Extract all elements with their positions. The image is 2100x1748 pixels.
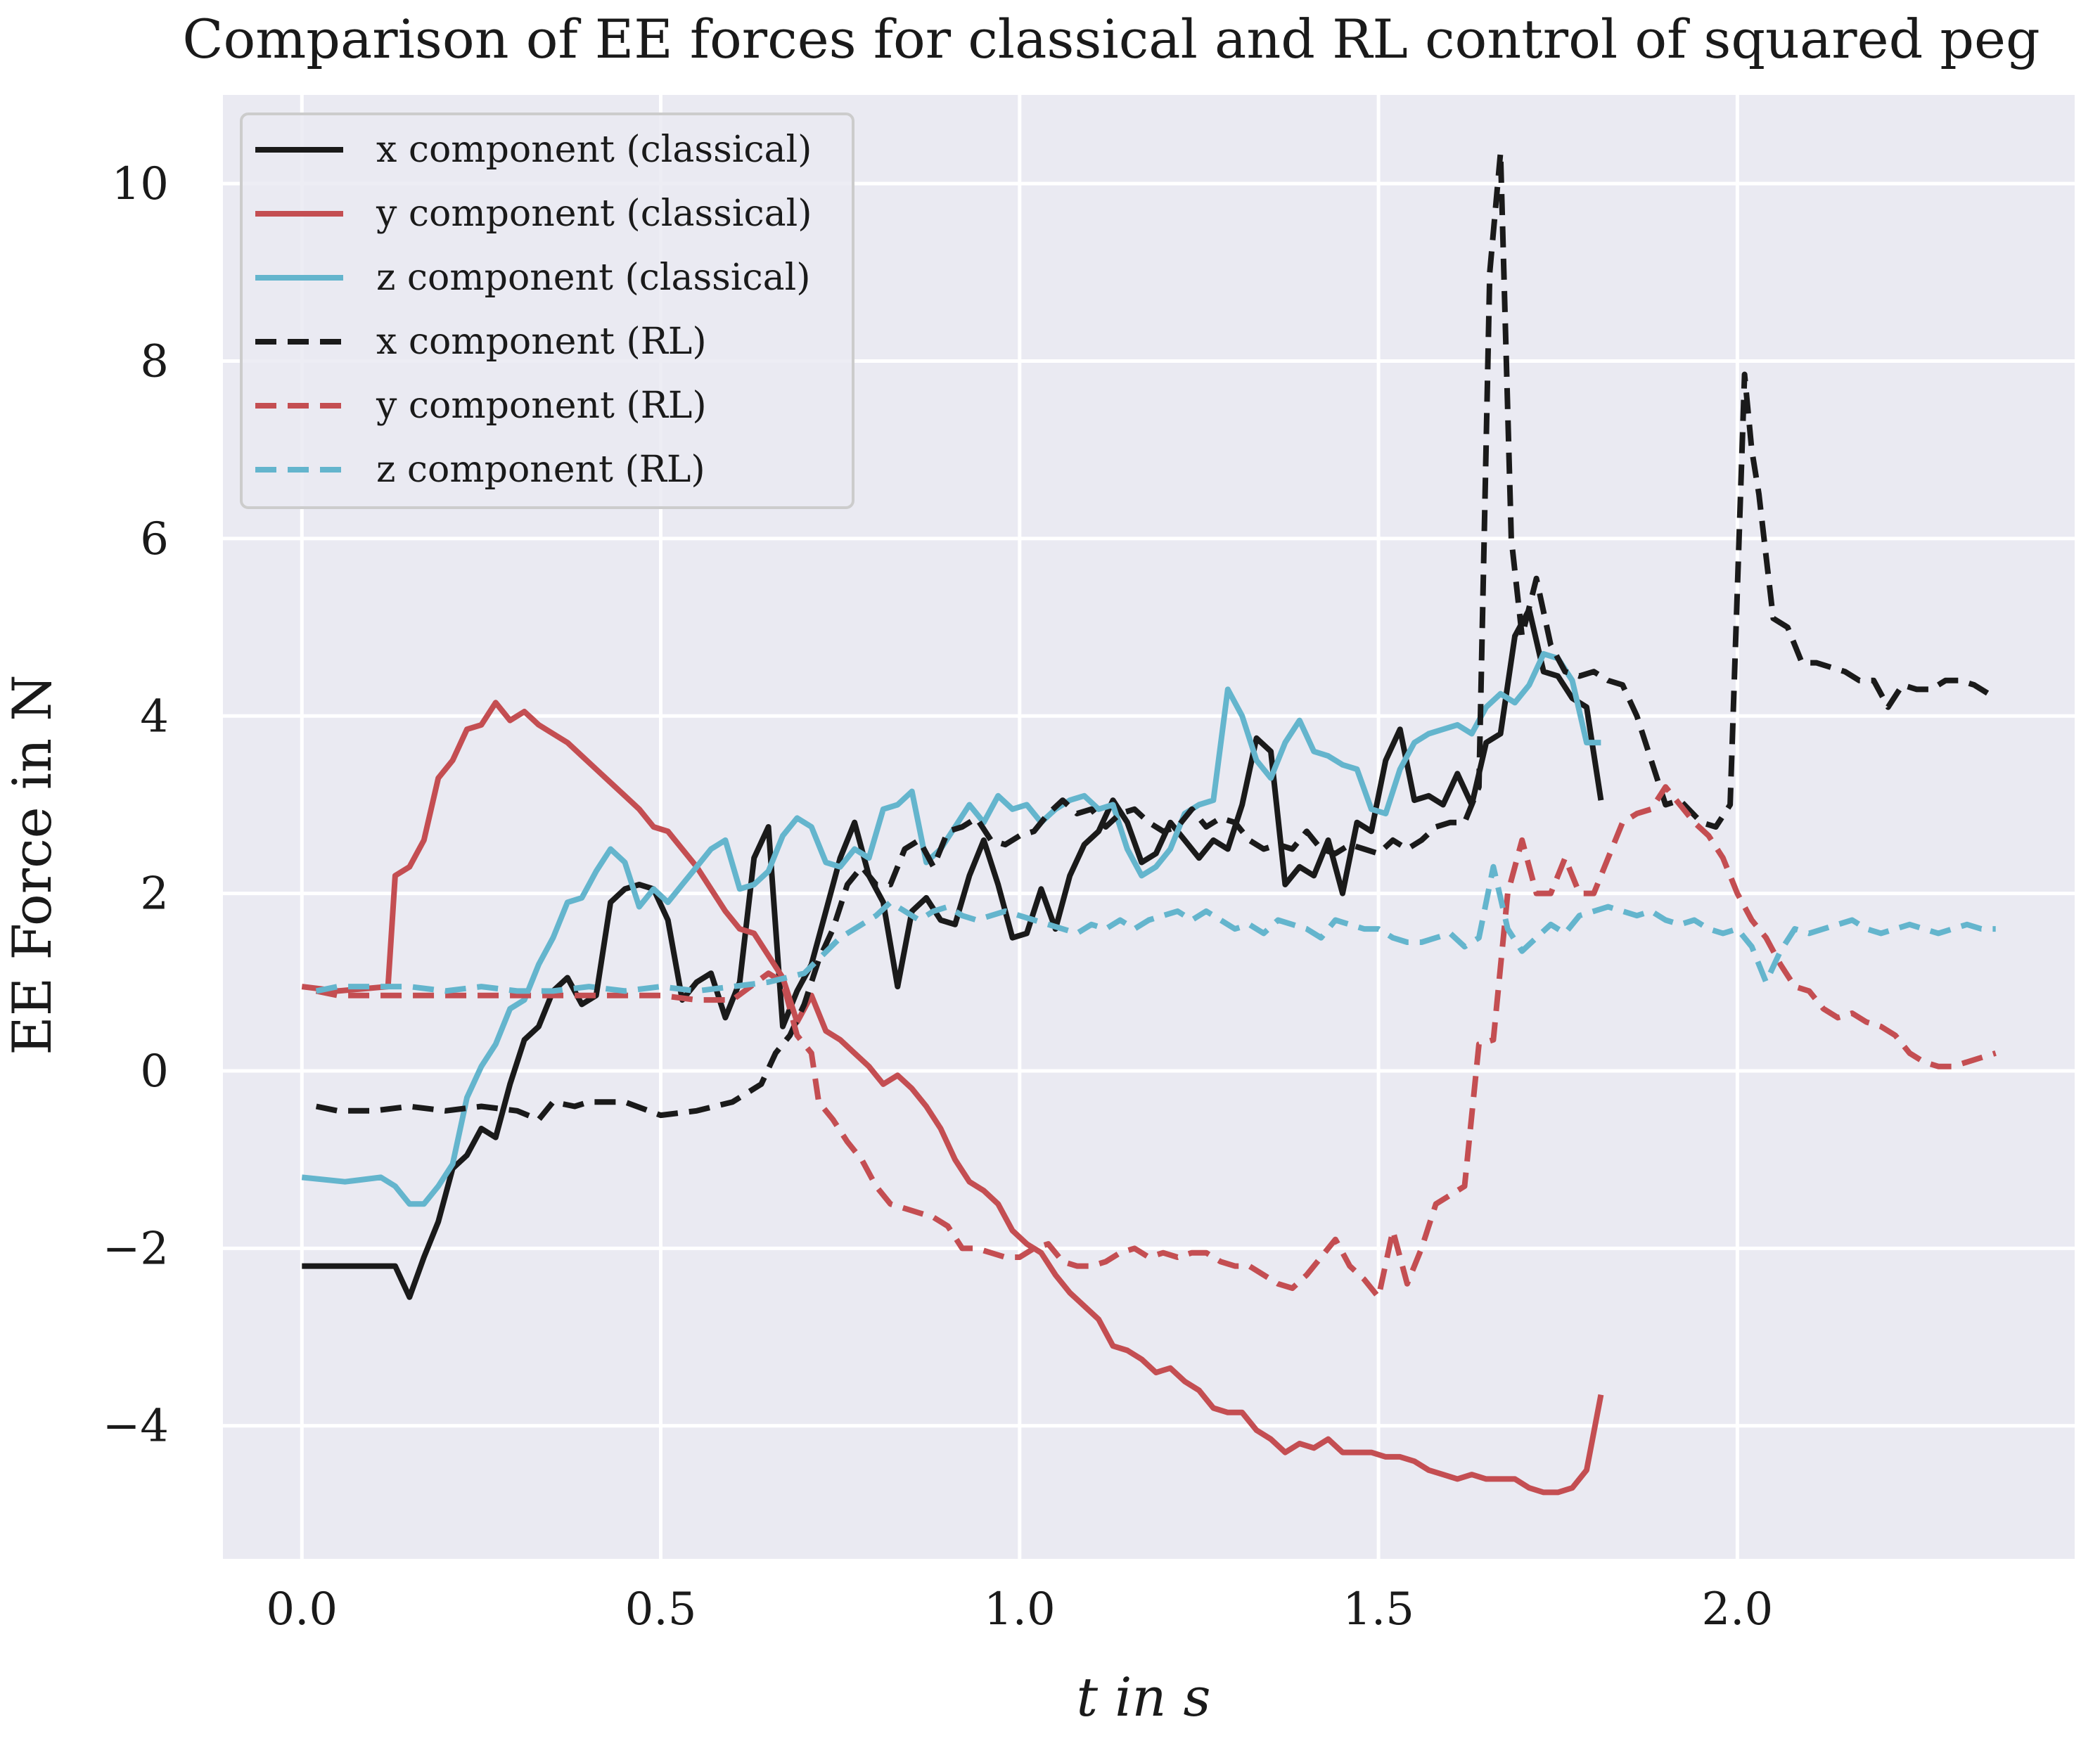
- legend-label-2: y component (classical): [376, 193, 812, 235]
- legend-label-6: z component (RL): [376, 449, 705, 491]
- y-tick-label: 6: [140, 513, 169, 565]
- y-tick-label: 8: [140, 336, 169, 388]
- x-tick-label: 2.0: [1701, 1583, 1773, 1635]
- chart-title: Comparison of EE forces for classical an…: [182, 8, 2040, 70]
- legend-label-4: x component (RL): [376, 321, 707, 363]
- x-tick-label: 1.5: [1343, 1583, 1414, 1635]
- y-axis-label: EE Force in N: [1, 674, 63, 1055]
- series-line-5: [315, 784, 1997, 1300]
- series-line-4: [315, 150, 1997, 1123]
- legend-label-3: z component (classical): [376, 257, 811, 299]
- x-tick-label: 0.5: [625, 1583, 697, 1635]
- legend-box: [240, 113, 854, 509]
- y-tick-label: 0: [140, 1046, 169, 1098]
- x-axis-label: t in s: [1076, 1666, 1210, 1728]
- y-tick-label: 10: [112, 158, 169, 210]
- y-tick-label: 2: [140, 868, 169, 920]
- x-tick-label: 1.0: [984, 1583, 1056, 1635]
- series-line-3: [301, 650, 1601, 1207]
- y-tick-label: −2: [103, 1223, 169, 1275]
- legend-label-5: y component (RL): [376, 385, 707, 427]
- x-tick-label: 0.0: [266, 1583, 338, 1635]
- y-tick-label: −4: [103, 1401, 169, 1453]
- series-line-2: [301, 700, 1604, 1496]
- legend-label-1: x component (classical): [376, 129, 812, 171]
- series-line-6: [315, 863, 1996, 994]
- legend: x component (classical) y component (clas…: [240, 113, 854, 509]
- series-line-1: [302, 606, 1604, 1300]
- y-tick-label: 4: [140, 690, 169, 743]
